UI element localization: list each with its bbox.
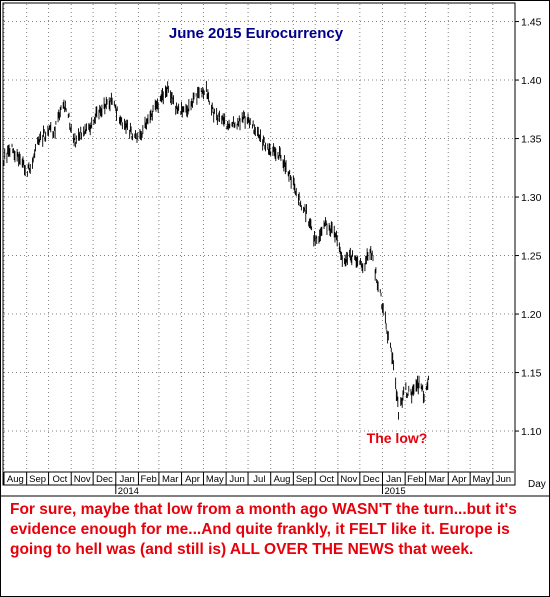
- x-tick-label-month: Apr: [185, 474, 200, 485]
- x-tick-label-month: Nov: [340, 474, 357, 485]
- x-tick-label-month: Mar: [162, 474, 178, 485]
- y-axis: 1.10 1.15 1.20 1.25 1.30 1.35 1.40 1.45: [515, 17, 542, 438]
- y-tick-label: 1.20: [521, 309, 542, 321]
- x-tick-label-month: Oct: [319, 474, 334, 485]
- grid-lines: [3, 4, 514, 472]
- x-tick-label-month: Jul: [253, 474, 265, 485]
- x-tick-label-month: Jan: [119, 474, 134, 485]
- x-tick-label-month: Feb: [140, 474, 156, 485]
- x-tick-label-month: May: [473, 474, 491, 485]
- chart-title: June 2015 Eurocurrency: [169, 25, 344, 42]
- caption-text: For sure, maybe that low from a month ag…: [10, 501, 517, 558]
- x-tick-label-year: 2014: [118, 486, 139, 497]
- x-tick-label-month: Nov: [74, 474, 91, 485]
- x-tick-label-month: Oct: [53, 474, 68, 485]
- y-tick-label: 1.15: [521, 368, 542, 380]
- x-tick-label-month: Sep: [296, 474, 313, 485]
- x-tick-label-month: Feb: [407, 474, 423, 485]
- y-tick-label: 1.35: [521, 134, 542, 146]
- y-tick-label: 1.40: [521, 75, 542, 87]
- y-tick-label: 1.25: [521, 251, 542, 263]
- x-tick-label-month: Dec: [363, 474, 380, 485]
- price-bars: [3, 80, 429, 420]
- y-tick-label: 1.30: [521, 192, 542, 204]
- x-axis: Aug Sep Oct Nov Dec Jan Feb Mar Apr May Jun Jul Aug S…: [3, 471, 514, 497]
- low-annotation: The low?: [367, 430, 428, 446]
- x-tick-label-month: Sep: [29, 474, 46, 485]
- x-tick-label-month: Jun: [229, 474, 244, 485]
- x-tick-label-month: Apr: [452, 474, 467, 485]
- x-tick-label-month: Aug: [274, 474, 291, 485]
- x-tick-label-month: Jun: [496, 474, 511, 485]
- x-tick-label-month: Mar: [429, 474, 445, 485]
- y-tick-label: 1.10: [521, 426, 542, 438]
- x-axis-label: Day: [528, 479, 546, 490]
- x-tick-label-month: Dec: [96, 474, 113, 485]
- x-tick-label-month: Jan: [386, 474, 401, 485]
- y-tick-label: 1.45: [521, 17, 542, 29]
- x-tick-label-month: May: [206, 474, 224, 485]
- x-tick-label-month: Aug: [7, 474, 24, 485]
- x-tick-label-year: 2015: [384, 486, 405, 497]
